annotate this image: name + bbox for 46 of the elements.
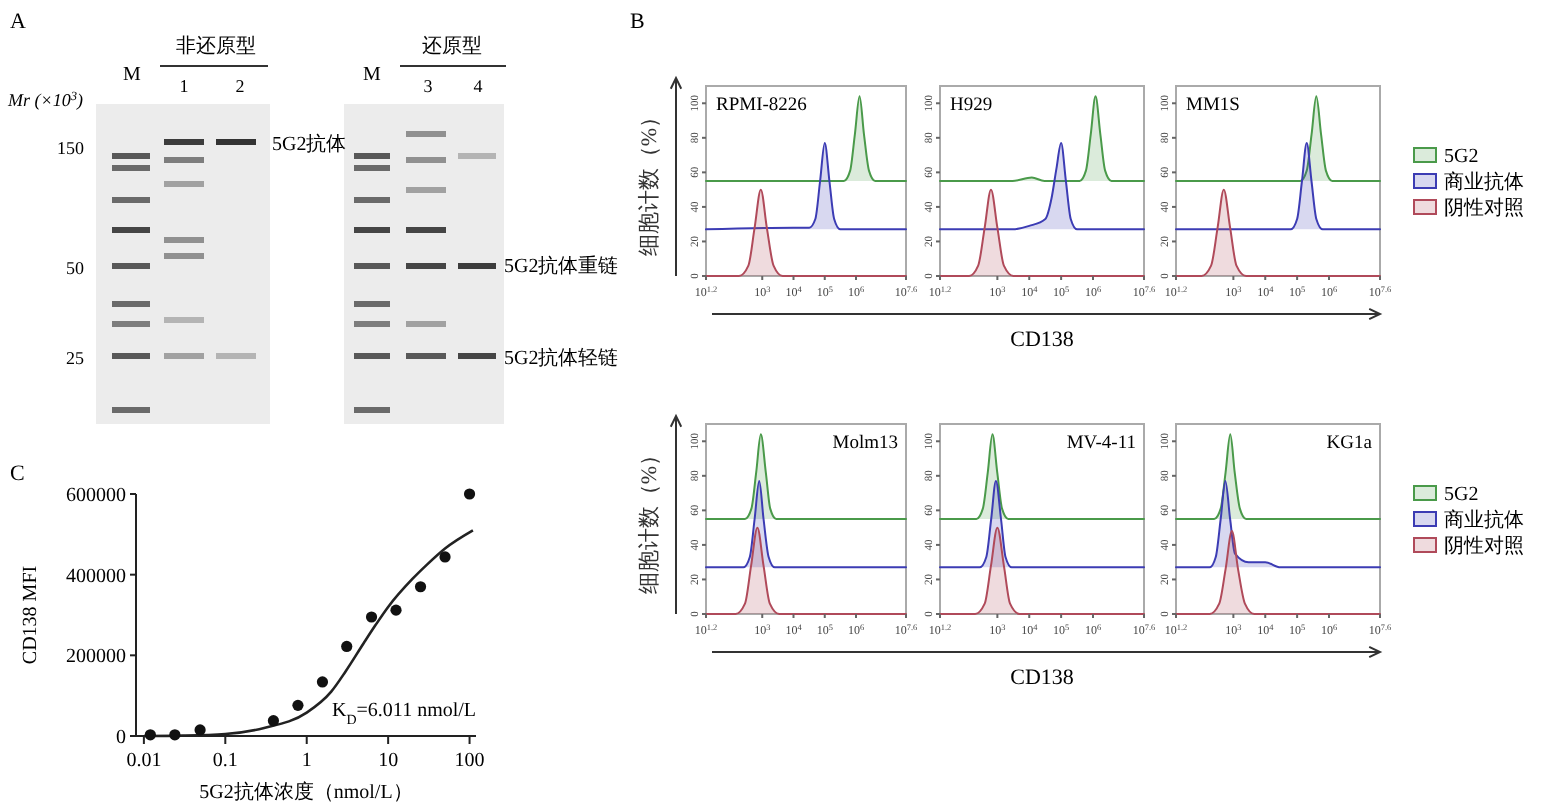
text: 还原型 (422, 34, 482, 58)
legend-label: 商业抗体 (1444, 170, 1524, 194)
text: Mr (×10$^{3}$) (6, 89, 83, 110)
x-axis-title: CD138 (1010, 328, 1075, 352)
legend-label: 5G2 (1444, 146, 1479, 168)
text: M (363, 64, 382, 86)
text: A (10, 10, 26, 34)
text: 50 (66, 258, 85, 278)
text: 2 (235, 76, 245, 96)
x-axis-title: CD138 (1010, 666, 1075, 690)
chart-title: C (10, 462, 25, 486)
text: M (123, 64, 142, 86)
text: 5G2抗体 (272, 132, 347, 156)
y-axis-title: CD138 MFI (20, 565, 42, 665)
legend-label: 5G2 (1444, 484, 1479, 506)
text: 5G2抗体轻链 (504, 346, 619, 370)
x-tick-label: 0.01 (126, 750, 162, 772)
annotation: K$_{D}$=6.011 nmol/L (332, 700, 477, 728)
text: Molm13 (832, 434, 899, 454)
x-tick-label: 100 (454, 750, 485, 772)
text: 非还原型 (176, 34, 256, 58)
legend-label: 阴性对照 (1444, 196, 1524, 220)
text: MV-4-11 (1066, 434, 1137, 454)
text: B (630, 10, 645, 34)
text: 4 (473, 76, 484, 96)
y-tick-label: 600000 (66, 485, 126, 507)
x-tick-label: 10 (378, 750, 399, 772)
y-tick-label: 0 (116, 727, 126, 749)
text: RPMI-8226 (716, 96, 808, 116)
text: 1 (179, 76, 189, 96)
text: KG1a (1326, 434, 1374, 454)
x-tick-label: 1 (301, 750, 312, 772)
text: 25 (66, 348, 85, 368)
legend-label: 商业抗体 (1444, 508, 1524, 532)
y-axis-title: 细胞计数（%） (636, 443, 662, 595)
y-tick-label: 400000 (66, 565, 126, 588)
text: 5G2抗体重链 (504, 254, 619, 278)
y-axis-title: 细胞计数（%） (636, 105, 662, 257)
text: MM1S (1186, 96, 1240, 116)
text: 3 (423, 76, 434, 96)
text: 150 (57, 138, 85, 158)
text: H929 (950, 96, 993, 116)
y-tick-label: 200000 (66, 646, 126, 669)
x-tick-label: 0.1 (212, 750, 238, 772)
legend-label: 阴性对照 (1444, 534, 1524, 558)
x-axis-title: 5G2抗体浓度（nmol/L） (199, 780, 413, 804)
